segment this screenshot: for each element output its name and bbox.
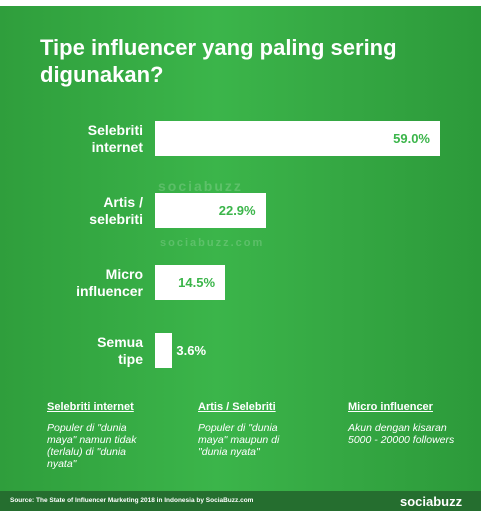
note-text: Akun dengan kisaran 5000 - 20000 followe…	[348, 422, 458, 446]
note-heading: Micro influencer	[348, 401, 433, 413]
category-label: Artis / selebriti	[43, 194, 143, 228]
watermark: sociabuzz	[158, 178, 243, 194]
note-text: Populer di "dunia maya" namun tidak (ter…	[47, 422, 157, 470]
category-label: Micro influencer	[43, 266, 143, 300]
note-text: Populer di "dunia maya" maupun di "dunia…	[198, 422, 308, 458]
bar	[155, 333, 172, 368]
value-label: 14.5%	[155, 265, 215, 300]
note-heading: Selebriti internet	[47, 401, 134, 413]
logo: sociabuzz	[400, 494, 462, 509]
source-note: Source: The State of Influencer Marketin…	[10, 497, 253, 504]
value-label: 3.6%	[176, 333, 206, 368]
value-label: 59.0%	[155, 121, 430, 156]
note-heading: Artis / Selebriti	[198, 401, 276, 413]
chart-title: Tipe influencer yang paling sering digun…	[40, 34, 440, 88]
category-label: Selebriti internet	[43, 122, 143, 156]
watermark: sociabuzz.com	[160, 237, 264, 249]
infographic: Tipe influencer yang paling sering digun…	[0, 0, 481, 511]
top-strip	[0, 0, 481, 6]
value-label: 22.9%	[155, 193, 256, 228]
category-label: Semua tipe	[43, 334, 143, 368]
